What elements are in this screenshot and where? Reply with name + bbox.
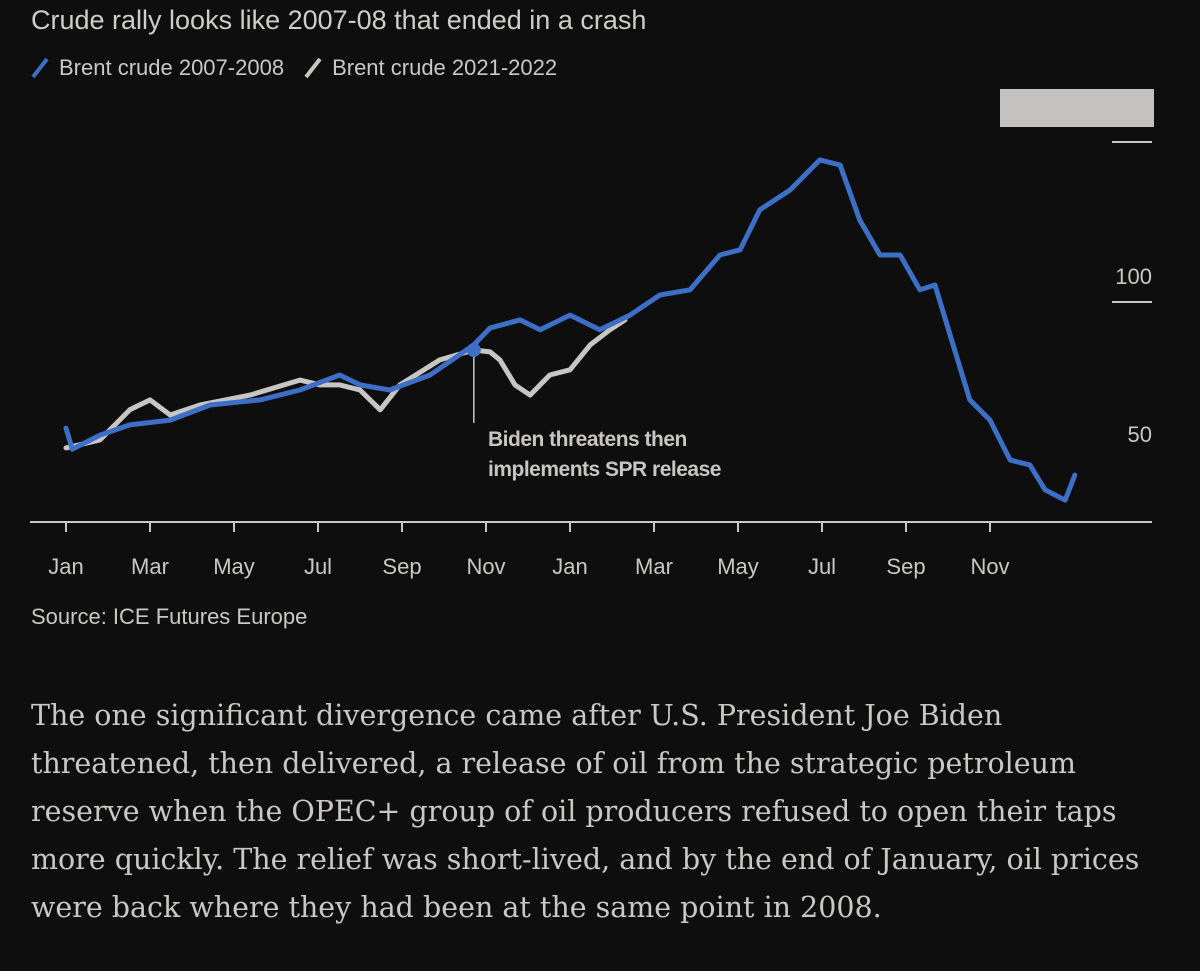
legend-line-icon-gray: [304, 57, 322, 79]
series-line-brent-crude-2021-2022: [63, 317, 628, 451]
series-line-brent-crude-2007-2008: [63, 157, 1078, 503]
article-paragraph: The one significant divergence came afte…: [31, 699, 1140, 924]
chart-annotation: Biden threatens then implements SPR rele…: [488, 428, 721, 481]
redacted-label-box: [1000, 89, 1154, 127]
x-tick-label: Mar: [635, 554, 673, 579]
y-tick-label: 50: [1128, 422, 1152, 447]
legend-label: Brent crude 2007-2008: [59, 55, 285, 80]
annotation-marker: [466, 343, 481, 357]
legend-label: Brent crude 2021-2022: [332, 55, 558, 80]
line-chart: 50 100 Jan Mar May Jul Sep Nov Jan Mar May Jul Sep No…: [30, 141, 1152, 579]
chart-legend: Brent crude 2007-2008 Brent crude 2021-2…: [31, 55, 567, 81]
x-tick-label: Jul: [808, 554, 836, 579]
x-tick-label: Nov: [970, 554, 1009, 579]
chart-title: Crude rally looks like 2007-08 that ende…: [31, 5, 647, 35]
x-tick-label: May: [213, 554, 255, 579]
legend-item-2021-2022: Brent crude 2021-2022: [304, 55, 557, 81]
legend-item-2007-2008: Brent crude 2007-2008: [31, 55, 284, 81]
x-tick-label: Sep: [382, 554, 421, 579]
x-tick-label: Nov: [466, 554, 505, 579]
x-tick-label: Jul: [304, 554, 332, 579]
chart-source: Source: ICE Futures Europe: [31, 604, 308, 629]
x-tick-label: Mar: [131, 554, 169, 579]
x-tick-label: Jan: [48, 554, 83, 579]
y-tick-label: 100: [1115, 264, 1152, 289]
x-tick-label: Jan: [552, 554, 587, 579]
x-tick-label: May: [717, 554, 759, 579]
x-tick-label: Sep: [886, 554, 925, 579]
legend-line-icon-blue: [31, 57, 49, 79]
